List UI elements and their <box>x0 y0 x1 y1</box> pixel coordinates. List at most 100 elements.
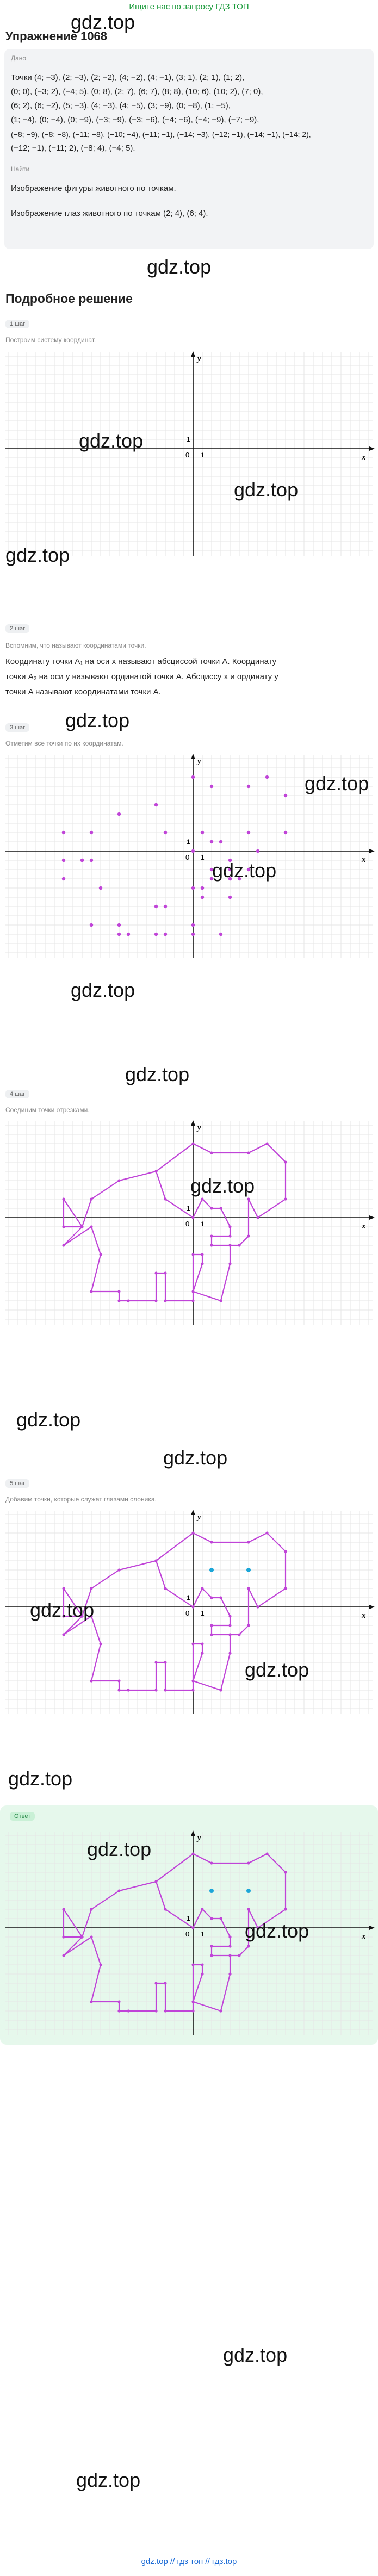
point <box>209 867 214 872</box>
point <box>117 2009 121 2013</box>
watermark: gdz.top <box>147 256 212 278</box>
point <box>80 1935 84 1939</box>
point <box>247 1234 250 1238</box>
point <box>201 1587 204 1590</box>
point <box>210 1151 213 1154</box>
plot-step-3: x y 0 1 1 <box>5 754 375 958</box>
point <box>210 1624 213 1627</box>
point <box>154 1689 158 1692</box>
point <box>219 1689 222 1692</box>
point <box>99 1642 102 1646</box>
step-text: Отметим все точки по их координатам. <box>5 740 123 747</box>
point <box>219 1207 222 1210</box>
point <box>210 1633 213 1636</box>
point <box>201 1253 204 1256</box>
given-line: (0; 0), (−3; 2), (−4; 5), (0; 8), (2; 7)… <box>11 87 263 96</box>
point <box>210 1234 213 1238</box>
point <box>62 1935 65 1939</box>
y-arrow <box>191 351 195 357</box>
point <box>117 812 121 816</box>
x-axis-label: x <box>361 1222 366 1231</box>
point <box>201 1908 204 1911</box>
find-text-1: Изображение фигуры животного по точкам. <box>11 184 176 193</box>
unit-label: 1 <box>187 1594 190 1602</box>
step-chip: 3 шаг <box>5 723 30 732</box>
point <box>209 877 214 881</box>
step-text: Вспомним, что называют координатами точк… <box>5 642 146 649</box>
point <box>126 932 131 936</box>
point <box>265 1142 269 1145</box>
point <box>163 904 168 909</box>
point <box>246 784 251 789</box>
point <box>191 1926 195 1929</box>
point <box>117 2000 121 2003</box>
point <box>201 1262 204 1265</box>
point <box>228 1633 232 1636</box>
point <box>62 1615 65 1618</box>
point <box>246 830 251 835</box>
point <box>90 2000 93 2003</box>
point <box>191 932 195 936</box>
point <box>191 1142 195 1145</box>
watermark: gdz.top <box>87 1838 152 1860</box>
origin-label: 0 <box>185 853 189 861</box>
point <box>191 1299 195 1302</box>
point <box>90 1908 93 1911</box>
point <box>191 775 195 779</box>
point <box>247 1624 250 1627</box>
point <box>191 1963 195 1966</box>
point <box>284 1160 287 1164</box>
point <box>210 1541 213 1544</box>
y-arrow <box>191 1830 195 1836</box>
point <box>201 1652 204 1655</box>
point <box>228 1935 232 1939</box>
point <box>265 775 269 779</box>
point <box>80 1225 84 1228</box>
plot-step-1: x y 0 1 1 <box>5 351 375 556</box>
point <box>238 1633 241 1636</box>
point <box>154 1880 158 1883</box>
exercise-title: Упражнение 1068 <box>5 29 108 43</box>
watermark: gdz.top <box>245 1920 309 1942</box>
point <box>247 1945 250 1948</box>
x-arrow <box>369 1926 375 1930</box>
step-chip: 2 шаг <box>5 624 30 633</box>
point <box>247 1197 250 1201</box>
watermark: gdz.top <box>163 1447 228 1469</box>
footer-links[interactable]: gdz.top // гдз топ // гдз.top <box>141 2557 237 2566</box>
point <box>219 1299 222 1302</box>
point <box>228 1652 232 1655</box>
point <box>191 1852 195 1855</box>
y-axis-label: y <box>196 1513 201 1522</box>
point <box>90 1935 93 1939</box>
x-axis-label: x <box>361 855 366 864</box>
point <box>219 840 223 844</box>
point <box>219 1596 222 1599</box>
unit-label: 1 <box>187 436 190 443</box>
point <box>90 1197 93 1201</box>
x-arrow <box>369 849 375 853</box>
point <box>210 1917 213 1920</box>
watermark: gdz.top <box>30 1599 95 1621</box>
point <box>191 1290 195 1293</box>
watermark: gdz.top <box>305 772 369 794</box>
point <box>247 1908 250 1911</box>
point <box>62 1197 65 1201</box>
point <box>154 1982 158 1985</box>
point <box>191 1216 195 1219</box>
point <box>201 1642 204 1646</box>
step-chip: 5 шаг <box>5 1479 30 1488</box>
given-card: Дано Точки (4; −3), (2; −3), (2; −2), (4… <box>4 49 374 249</box>
point <box>210 1954 213 1957</box>
watermark: gdz.top <box>234 479 299 501</box>
point <box>191 1253 195 1256</box>
plot-answer: x y 0 1 1 <box>5 1830 375 2035</box>
unit-label: 1 <box>201 854 205 861</box>
top-banner[interactable]: Ищите нас по запросу ГДЗ ТОП <box>129 2 249 11</box>
given-label: Дано <box>11 54 27 62</box>
point <box>117 1290 121 1293</box>
watermark: gdz.top <box>8 1767 73 1790</box>
step-text: Соединим точки отрезками. <box>5 1106 90 1114</box>
point <box>284 1871 287 1874</box>
watermark: gdz.top <box>71 979 135 1001</box>
